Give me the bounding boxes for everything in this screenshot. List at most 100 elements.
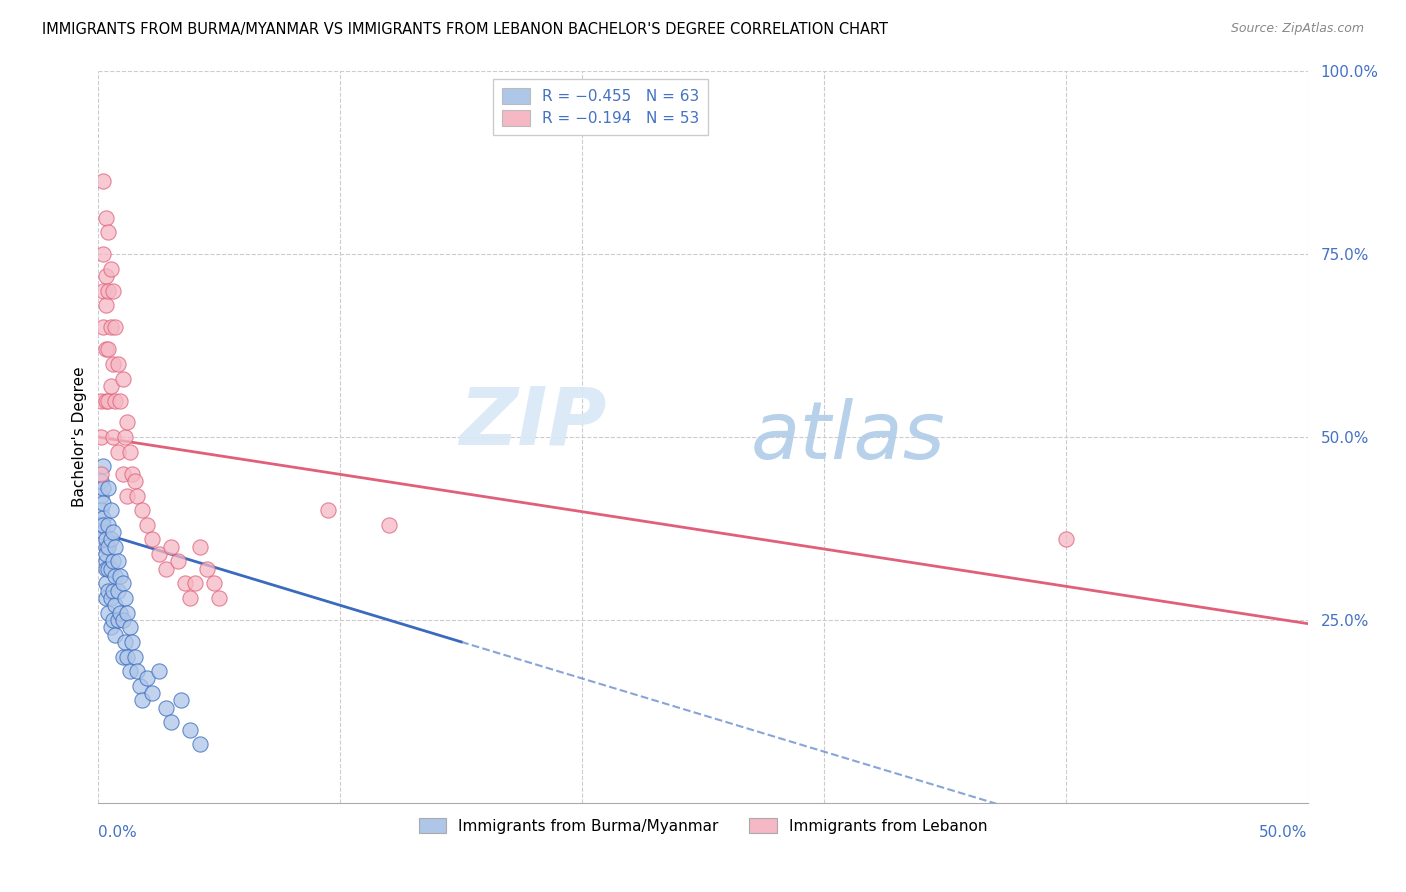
Point — [107, 554, 129, 568]
Point — [101, 430, 124, 444]
Point — [104, 540, 127, 554]
Point — [94, 269, 117, 284]
Point — [188, 540, 211, 554]
Point — [1054, 533, 1077, 547]
Point — [104, 569, 127, 583]
Point — [97, 481, 120, 495]
Text: ZIP: ZIP — [458, 384, 606, 461]
Point — [111, 576, 134, 591]
Point — [91, 247, 114, 261]
Point — [114, 635, 136, 649]
Point — [111, 467, 134, 481]
Point — [90, 503, 112, 517]
Point — [104, 599, 127, 613]
Point — [179, 723, 201, 737]
Point — [94, 211, 117, 225]
Point — [117, 489, 139, 503]
Point — [188, 737, 211, 751]
Point — [101, 525, 124, 540]
Point — [135, 517, 157, 532]
Point — [94, 533, 117, 547]
Text: atlas: atlas — [751, 398, 945, 476]
Point — [100, 620, 122, 634]
Point — [100, 533, 122, 547]
Text: Source: ZipAtlas.com: Source: ZipAtlas.com — [1230, 22, 1364, 36]
Point — [94, 554, 117, 568]
Text: 50.0%: 50.0% — [1260, 825, 1308, 839]
Point — [316, 503, 339, 517]
Text: 0.0%: 0.0% — [98, 825, 138, 839]
Point — [107, 583, 129, 598]
Point — [148, 547, 170, 561]
Point — [118, 620, 141, 634]
Point — [204, 576, 226, 591]
Point — [174, 576, 197, 591]
Point — [101, 554, 124, 568]
Point — [107, 444, 129, 458]
Point — [94, 562, 117, 576]
Point — [90, 489, 112, 503]
Point — [118, 444, 141, 458]
Point — [90, 430, 112, 444]
Point — [114, 591, 136, 605]
Point — [160, 540, 183, 554]
Point — [94, 393, 117, 408]
Point — [91, 517, 114, 532]
Point — [100, 261, 122, 276]
Point — [108, 569, 131, 583]
Point — [94, 298, 117, 312]
Point — [124, 474, 146, 488]
Point — [97, 393, 120, 408]
Point — [97, 583, 120, 598]
Point — [208, 591, 231, 605]
Point — [97, 225, 120, 239]
Point — [91, 320, 114, 334]
Point — [100, 591, 122, 605]
Point — [90, 474, 112, 488]
Point — [97, 343, 120, 357]
Point — [94, 576, 117, 591]
Point — [377, 517, 399, 532]
Point — [121, 467, 143, 481]
Point — [108, 393, 131, 408]
Point — [141, 533, 163, 547]
Point — [97, 540, 120, 554]
Point — [97, 606, 120, 620]
Point — [90, 467, 112, 481]
Y-axis label: Bachelor's Degree: Bachelor's Degree — [72, 367, 87, 508]
Point — [124, 649, 146, 664]
Point — [167, 554, 190, 568]
Point — [97, 517, 120, 532]
Point — [127, 664, 149, 678]
Point — [104, 393, 127, 408]
Point — [107, 357, 129, 371]
Point — [131, 693, 153, 707]
Point — [127, 489, 149, 503]
Point — [100, 320, 122, 334]
Point — [101, 357, 124, 371]
Point — [111, 371, 134, 385]
Point — [91, 284, 114, 298]
Point — [107, 613, 129, 627]
Point — [91, 525, 114, 540]
Text: IMMIGRANTS FROM BURMA/MYANMAR VS IMMIGRANTS FROM LEBANON BACHELOR'S DEGREE CORRE: IMMIGRANTS FROM BURMA/MYANMAR VS IMMIGRA… — [42, 22, 889, 37]
Point — [91, 481, 114, 495]
Point — [91, 496, 114, 510]
Point — [155, 700, 177, 714]
Point — [148, 664, 170, 678]
Point — [117, 606, 139, 620]
Point — [97, 284, 120, 298]
Point — [91, 174, 114, 188]
Point — [101, 613, 124, 627]
Point — [94, 540, 117, 554]
Point — [97, 562, 120, 576]
Point — [91, 459, 114, 474]
Point — [101, 583, 124, 598]
Point — [94, 591, 117, 605]
Point — [100, 503, 122, 517]
Point — [160, 715, 183, 730]
Point — [100, 562, 122, 576]
Legend: Immigrants from Burma/Myanmar, Immigrants from Lebanon: Immigrants from Burma/Myanmar, Immigrant… — [409, 808, 997, 843]
Point — [101, 284, 124, 298]
Point — [104, 627, 127, 641]
